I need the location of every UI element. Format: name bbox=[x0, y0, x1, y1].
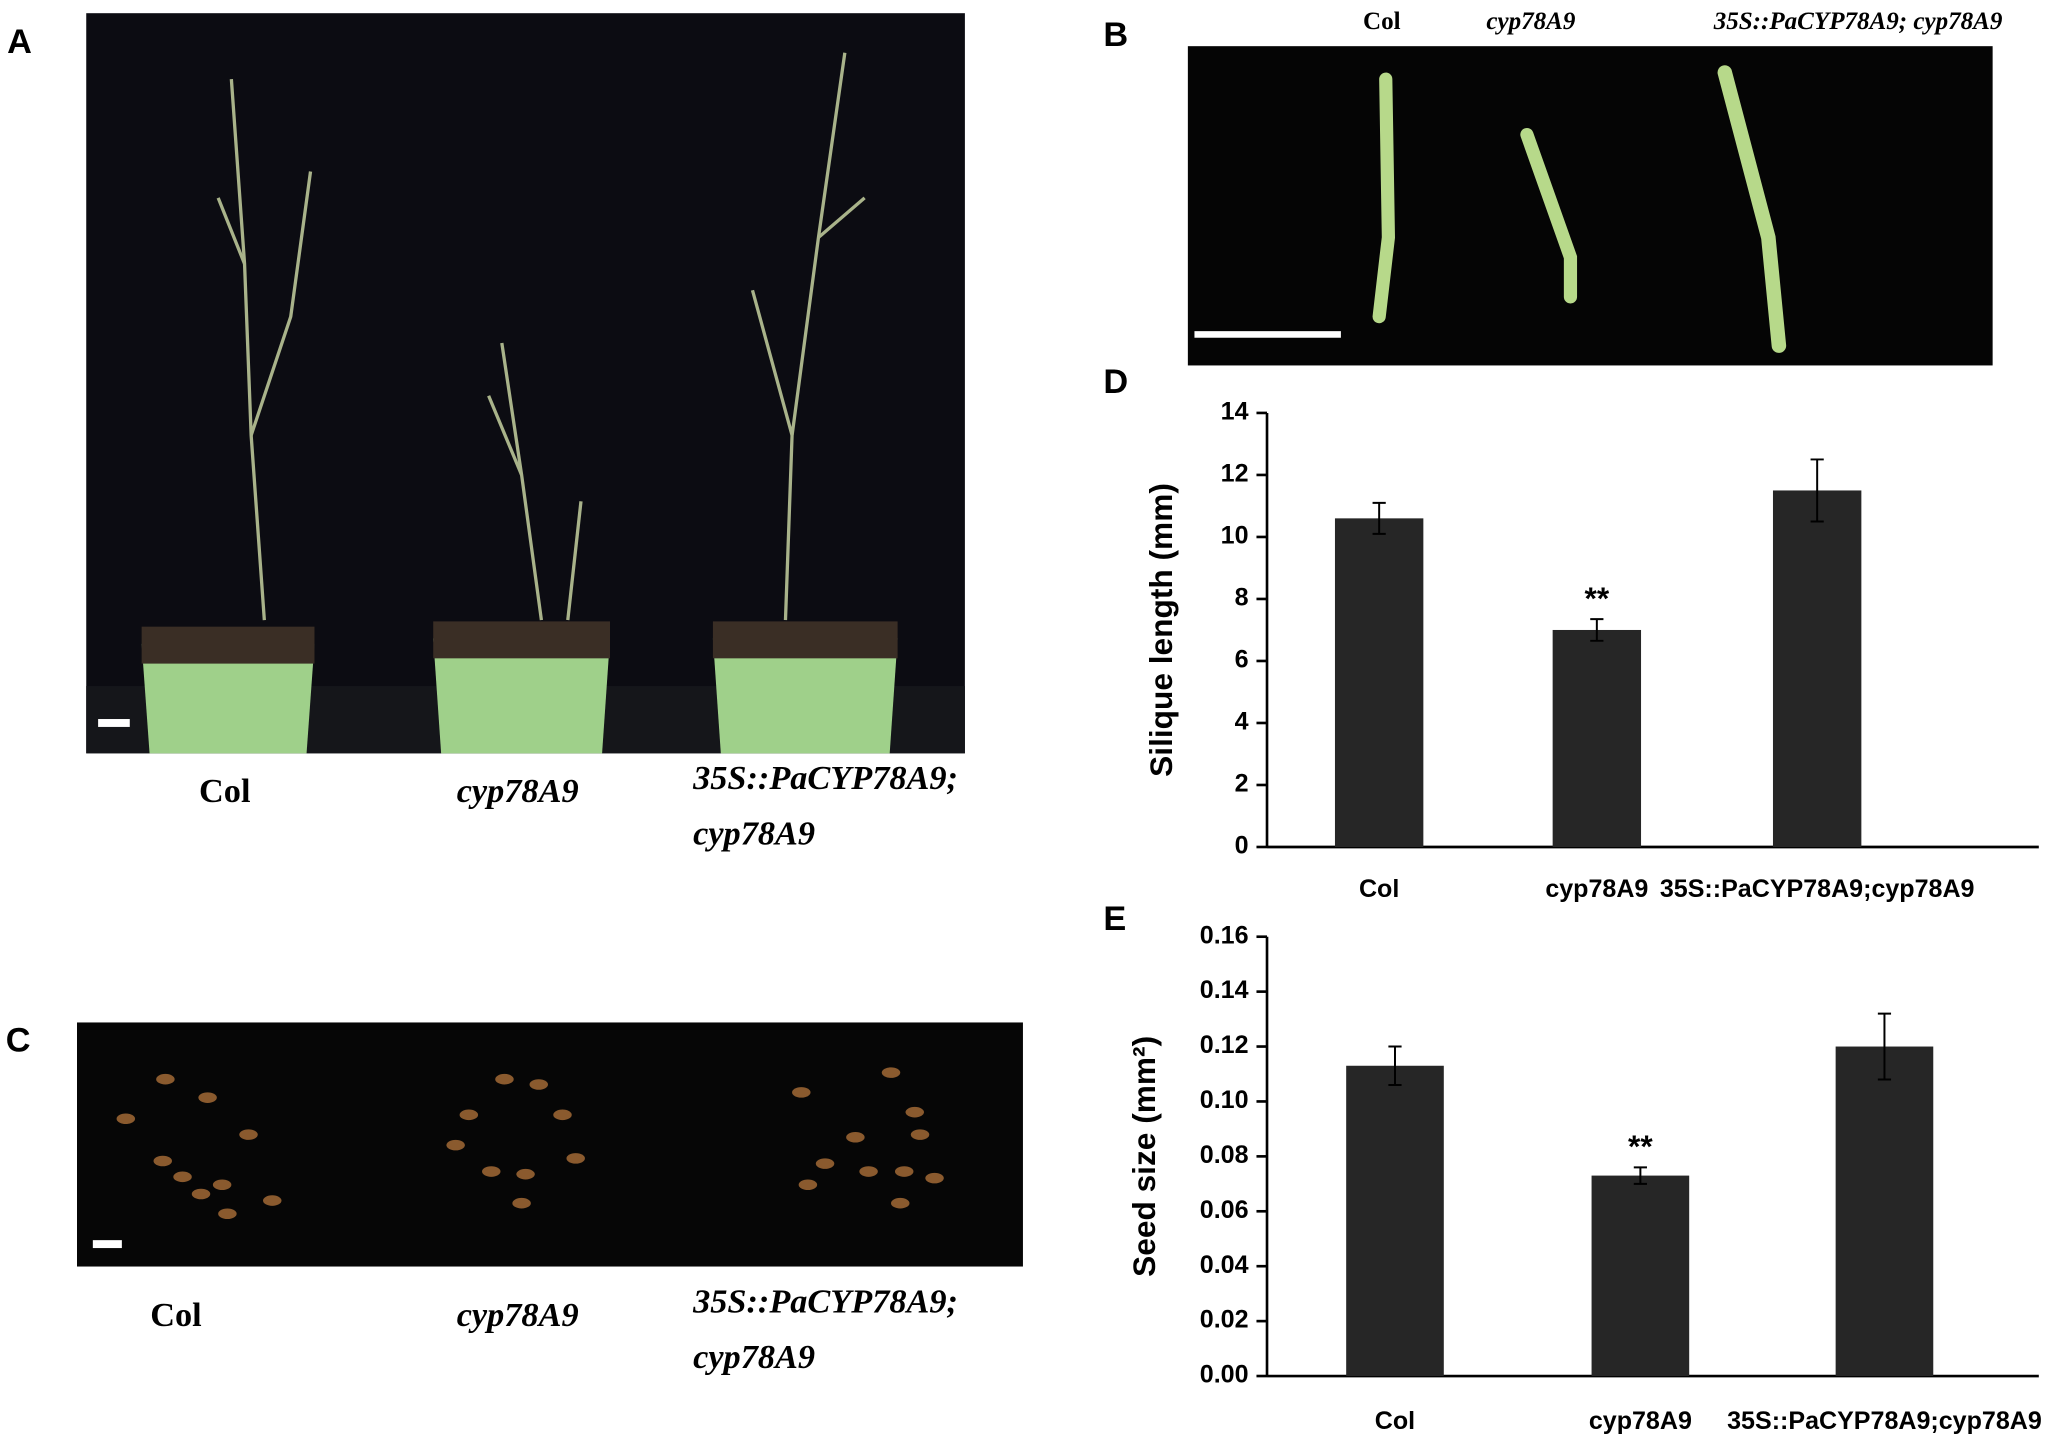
photo-a bbox=[86, 13, 965, 754]
photo-b bbox=[1187, 46, 1993, 366]
bar bbox=[1772, 490, 1862, 847]
y-tick-label: 14 bbox=[1221, 398, 1249, 426]
panel-label: E bbox=[1103, 900, 1126, 938]
y-tick-label: 0 bbox=[1235, 832, 1249, 860]
bar bbox=[1591, 1175, 1690, 1377]
photo-caption: cyp78A9 bbox=[693, 814, 815, 852]
panel-label: A bbox=[7, 23, 32, 61]
bar bbox=[1346, 1065, 1444, 1377]
y-tick-label: 2 bbox=[1235, 770, 1249, 798]
x-tick-label: cyp78A9 bbox=[1589, 1407, 1692, 1435]
x-tick-label: Col bbox=[1359, 875, 1399, 903]
y-tick-label: 6 bbox=[1235, 646, 1249, 674]
y-axis-label: Seed size (mm²) bbox=[1126, 1036, 1162, 1277]
bar bbox=[1334, 518, 1424, 847]
panel-label: C bbox=[6, 1021, 31, 1059]
x-tick-label: cyp78A9 bbox=[1545, 875, 1648, 903]
photo-c bbox=[77, 1022, 1023, 1267]
photo-caption: 35S::PaCYP78A9; bbox=[692, 759, 958, 797]
photo-caption: 35S::PaCYP78A9; cyp78A9 bbox=[1713, 8, 2003, 35]
bar bbox=[1552, 629, 1642, 847]
panel-label: D bbox=[1103, 363, 1128, 401]
y-tick-label: 0.08 bbox=[1200, 1141, 1249, 1169]
x-tick-label: Col bbox=[1375, 1407, 1415, 1435]
y-tick-label: 0.12 bbox=[1200, 1031, 1249, 1059]
error-bar bbox=[1810, 458, 1824, 523]
y-tick-label: 0.00 bbox=[1200, 1361, 1249, 1389]
bar bbox=[1835, 1046, 1934, 1377]
y-tick-label: 0.14 bbox=[1200, 976, 1249, 1004]
photo-caption: cyp78A9 bbox=[457, 772, 579, 810]
y-tick-label: 8 bbox=[1235, 584, 1249, 612]
y-tick-label: 0.02 bbox=[1200, 1306, 1249, 1334]
photo-caption: 35S::PaCYP78A9; bbox=[692, 1283, 958, 1321]
photo-caption: cyp78A9 bbox=[457, 1296, 579, 1334]
photo-caption: cyp78A9 bbox=[693, 1338, 815, 1376]
error-bar bbox=[1877, 1012, 1892, 1081]
y-tick-label: 0.16 bbox=[1200, 921, 1249, 949]
photo-caption: Col bbox=[199, 772, 250, 810]
y-tick-label: 4 bbox=[1235, 708, 1249, 736]
y-tick-label: 12 bbox=[1221, 460, 1249, 488]
error-bar bbox=[1372, 501, 1386, 535]
significance-annotation: ** bbox=[1585, 580, 1610, 616]
photo-caption: Col bbox=[150, 1296, 201, 1334]
error-bar bbox=[1388, 1045, 1402, 1086]
y-tick-label: 10 bbox=[1221, 522, 1249, 550]
photo-caption: cyp78A9 bbox=[1486, 8, 1576, 35]
x-tick-label: 35S::PaCYP78A9;cyp78A9 bbox=[1660, 875, 1975, 903]
photo-caption: Col bbox=[1363, 8, 1401, 35]
y-tick-label: 0.10 bbox=[1200, 1086, 1249, 1114]
error-bar bbox=[1633, 1166, 1647, 1185]
significance-annotation: ** bbox=[1628, 1128, 1653, 1164]
y-tick-label: 0.04 bbox=[1200, 1251, 1249, 1279]
x-tick-label: 35S::PaCYP78A9;cyp78A9 bbox=[1727, 1407, 2042, 1435]
panel-label: B bbox=[1103, 16, 1128, 54]
error-bar bbox=[1590, 618, 1604, 642]
y-axis-label: Silique length (mm) bbox=[1143, 483, 1179, 777]
y-tick-label: 0.06 bbox=[1200, 1196, 1249, 1224]
